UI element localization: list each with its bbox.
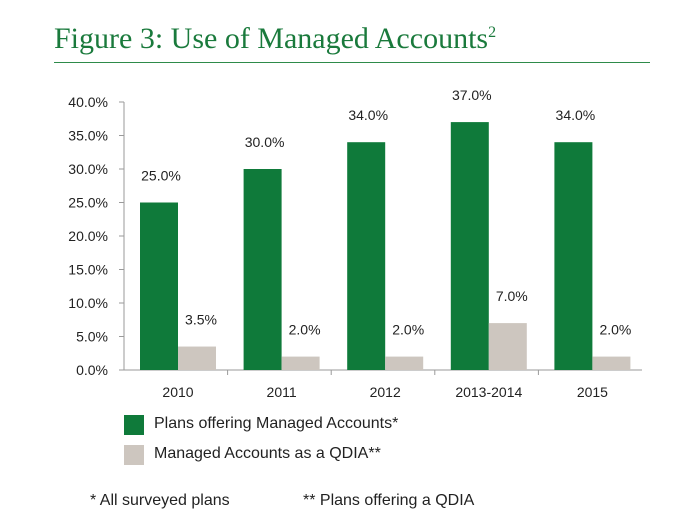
legend-label-managed-accounts: Plans offering Managed Accounts* — [154, 415, 399, 432]
data-label-qdia: 2.0% — [289, 322, 321, 338]
data-label-qdia: 2.0% — [599, 322, 631, 338]
bar-managed-accounts — [347, 142, 386, 370]
data-label-qdia: 2.0% — [392, 322, 424, 338]
data-label-managed-accounts: 34.0% — [556, 107, 596, 123]
bar-qdia — [281, 356, 320, 370]
y-tick-label: 0.0% — [76, 362, 108, 378]
data-label-managed-accounts: 25.0% — [141, 168, 181, 184]
legend-label-qdia: Managed Accounts as a QDIA** — [154, 445, 381, 462]
y-tick-label: 20.0% — [68, 228, 108, 244]
bar-qdia — [488, 323, 527, 370]
bar-managed-accounts — [140, 202, 178, 370]
y-tick-label: 10.0% — [68, 295, 108, 311]
y-tick-label: 15.0% — [68, 262, 108, 278]
legend-swatch-qdia — [124, 445, 144, 465]
y-tick-label: 30.0% — [68, 161, 108, 177]
data-label-managed-accounts: 37.0% — [452, 87, 492, 103]
bar-qdia — [385, 356, 424, 370]
chart-title-text: Figure 3: Use of Managed Accounts — [54, 22, 489, 55]
x-tick-label: 2013-2014 — [455, 384, 522, 400]
x-tick-label: 2010 — [162, 384, 193, 400]
y-tick-label: 25.0% — [68, 195, 108, 211]
data-label-qdia: 3.5% — [185, 312, 217, 328]
bar-managed-accounts — [243, 169, 282, 370]
legend-swatch-managed-accounts — [124, 415, 144, 435]
bar-managed-accounts — [450, 122, 489, 370]
x-tick-label: 2012 — [370, 384, 401, 400]
y-tick-label: 5.0% — [76, 329, 108, 345]
bar-qdia — [592, 356, 631, 370]
footnote-qdia: ** Plans offering a QDIA — [303, 492, 475, 509]
bar-qdia — [178, 346, 216, 370]
data-label-managed-accounts: 30.0% — [245, 134, 285, 150]
x-tick-label: 2011 — [267, 384, 297, 400]
title-divider — [54, 62, 650, 63]
y-tick-label: 35.0% — [68, 128, 108, 144]
chart-title: Figure 3: Use of Managed Accounts2 — [54, 22, 496, 56]
title-footnote-marker: 2 — [488, 24, 497, 41]
x-tick-label: 2015 — [577, 384, 608, 400]
y-tick-label: 40.0% — [68, 94, 108, 110]
data-label-qdia: 7.0% — [496, 288, 528, 304]
bar-chart: 0.0% 5.0% 10.0% 15.0% 20.0% 25.0% 30.0% 35.0% 40… — [68, 87, 642, 400]
footnote-all-surveyed: * All surveyed plans — [90, 492, 230, 509]
bar-managed-accounts — [554, 142, 593, 370]
data-label-managed-accounts: 34.0% — [348, 107, 388, 123]
